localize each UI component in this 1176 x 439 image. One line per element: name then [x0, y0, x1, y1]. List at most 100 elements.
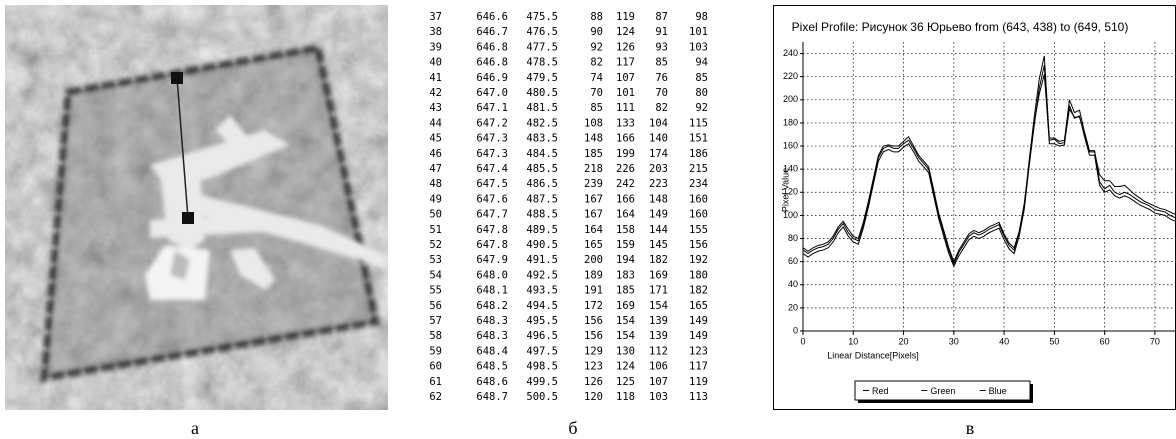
table-cell: 82 [590, 57, 603, 69]
x-tick-label: 60 [1100, 336, 1110, 346]
table-cell: 117 [689, 361, 708, 373]
table-cell: 94 [695, 57, 708, 69]
x-tick-label: 20 [899, 336, 909, 346]
table-cell: 124 [616, 26, 635, 38]
table-cell: 164 [584, 224, 603, 236]
table-cell: 47 [429, 163, 442, 175]
table-cell: 91 [655, 26, 668, 38]
table-cell: 648.4 [476, 345, 508, 357]
y-tick-label: 140 [783, 164, 798, 174]
table-cell: 492.5 [526, 269, 558, 281]
table-cell: 477.5 [526, 41, 558, 53]
table-cell: 52 [429, 239, 442, 251]
series-line [803, 74, 1175, 263]
table-cell: 149 [689, 315, 708, 327]
profile-start-marker [171, 72, 183, 84]
table-cell: 180 [689, 269, 708, 281]
table-cell: 57 [429, 315, 442, 327]
table-cell: 242 [616, 178, 635, 190]
table-cell: 90 [590, 26, 603, 38]
table-cell: 51 [429, 224, 442, 236]
table-cell: 647.1 [476, 102, 508, 114]
table-cell: 107 [649, 376, 668, 388]
table-cell: 647.4 [476, 163, 508, 175]
table-cell: 42 [429, 87, 442, 99]
table-cell: 158 [616, 224, 635, 236]
table-cell: 491.5 [526, 254, 558, 266]
y-tick-label: 160 [783, 140, 798, 150]
table-cell: 39 [429, 41, 442, 53]
table-cell: 74 [590, 72, 603, 84]
table-cell: 172 [584, 300, 603, 312]
table-cell: 647.0 [476, 87, 508, 99]
table-cell: 108 [584, 117, 603, 129]
profile-chart: Pixel Profile: Рисунок 36 Юрьево from (6… [773, 5, 1176, 410]
table-cell: 58 [429, 330, 442, 342]
table-cell: 154 [649, 300, 668, 312]
table-cell: 85 [695, 72, 708, 84]
table-cell: 485.5 [526, 163, 558, 175]
x-tick-label: 30 [949, 336, 959, 346]
table-cell: 160 [689, 193, 708, 205]
table-cell: 192 [689, 254, 708, 266]
table-cell: 60 [429, 361, 442, 373]
y-tick-label: 220 [783, 71, 798, 81]
table-cell: 484.5 [526, 148, 558, 160]
series-line [803, 65, 1175, 268]
table-cell: 189 [584, 269, 603, 281]
table-cell: 120 [584, 391, 603, 403]
table-cell: 93 [655, 41, 668, 53]
table-cell: 56 [429, 300, 442, 312]
table-cell: 119 [689, 376, 708, 388]
table-cell: 41 [429, 72, 442, 84]
table-cell: 118 [616, 391, 635, 403]
table-cell: 156 [689, 239, 708, 251]
table-cell: 648.6 [476, 376, 508, 388]
table-cell: 646.8 [476, 41, 508, 53]
table-cell: 85 [590, 102, 603, 114]
table-cell: 53 [429, 254, 442, 266]
y-tick-label: 120 [783, 187, 798, 197]
table-cell: 647.6 [476, 193, 508, 205]
table-cell: 483.5 [526, 133, 558, 145]
table-cell: 647.7 [476, 209, 508, 221]
table-cell: 130 [616, 345, 635, 357]
table-cell: 156 [584, 315, 603, 327]
table-cell: 151 [689, 133, 708, 145]
table-cell: 494.5 [526, 300, 558, 312]
table-cell: 185 [616, 285, 635, 297]
table-cell: 215 [689, 163, 708, 175]
chart-frame [773, 5, 1176, 410]
pixel-table: 37 646.6 475.5 88 119 87 98 38 646.7 476.5 90 124 91… [429, 11, 708, 403]
table-cell: 200 [584, 254, 603, 266]
table-cell: 103 [649, 391, 668, 403]
table-cell: 154 [616, 330, 635, 342]
table-cell: 92 [590, 41, 603, 53]
table-cell: 488.5 [526, 209, 558, 221]
table-cell: 115 [689, 117, 708, 129]
table-cell: 487.5 [526, 193, 558, 205]
table-cell: 166 [616, 193, 635, 205]
table-cell: 70 [590, 87, 603, 99]
table-cell: 475.5 [526, 11, 558, 23]
table-cell: 486.5 [526, 178, 558, 190]
table-cell: 160 [689, 209, 708, 221]
table-cell: 117 [616, 57, 635, 69]
table-cell: 45 [429, 133, 442, 145]
table-cell: 40 [429, 57, 442, 69]
table-cell: 167 [584, 209, 603, 221]
table-cell: 62 [429, 391, 442, 403]
y-tick-label: 60 [788, 256, 798, 266]
table-cell: 203 [649, 163, 668, 175]
profile-end-marker [182, 212, 194, 224]
table-cell: 111 [616, 102, 635, 114]
table-cell: 124 [616, 361, 635, 373]
table-cell: 139 [649, 315, 668, 327]
table-cell: 174 [649, 148, 668, 160]
table-cell: 155 [689, 224, 708, 236]
table-cell: 191 [584, 285, 603, 297]
legend-label: Green [930, 386, 955, 396]
table-cell: 647.2 [476, 117, 508, 129]
